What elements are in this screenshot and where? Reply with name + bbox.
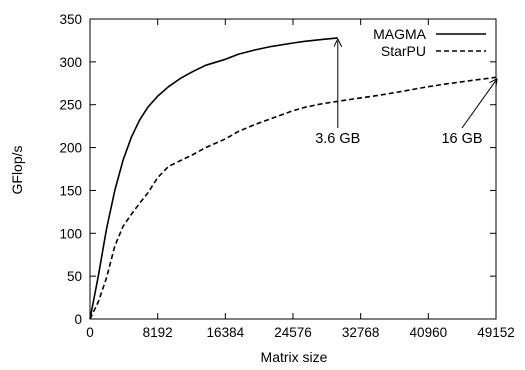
- y-tick-label-0: 0: [74, 312, 82, 327]
- x-tick-label-4: 32768: [342, 325, 380, 340]
- annotation-label-0: 3.6 GB: [315, 131, 360, 147]
- x-tick-label-6: 49152: [477, 325, 515, 340]
- x-axis-label: Matrix size: [261, 349, 328, 365]
- y-tick-label-4: 200: [59, 141, 82, 156]
- series-line-starpu: [89, 76, 497, 320]
- y-tick-label-3: 150: [59, 183, 82, 198]
- y-tick-label-6: 300: [59, 55, 82, 70]
- annotation-arrow-1: [461, 80, 496, 129]
- y-tick-label-1: 50: [67, 269, 82, 284]
- y-tick-label-5: 250: [59, 98, 82, 113]
- plot-frame: [89, 18, 497, 320]
- x-tick-label-3: 24576: [274, 325, 312, 340]
- x-tick-label-0: 0: [86, 325, 94, 340]
- annotation-label-1: 16 GB: [441, 131, 482, 147]
- legend-label-starpu: StarPU: [381, 43, 426, 59]
- x-tick-label-5: 40960: [410, 325, 448, 340]
- y-tick-label-7: 350: [59, 12, 82, 27]
- x-tick-label-1: 8192: [143, 325, 173, 340]
- series-line-magma: [89, 37, 338, 320]
- x-tick-label-2: 16384: [207, 325, 245, 340]
- legend-label-magma: MAGMA: [373, 26, 427, 42]
- y-tick-label-2: 100: [59, 226, 82, 241]
- y-axis-label: GFlop/s: [9, 145, 25, 194]
